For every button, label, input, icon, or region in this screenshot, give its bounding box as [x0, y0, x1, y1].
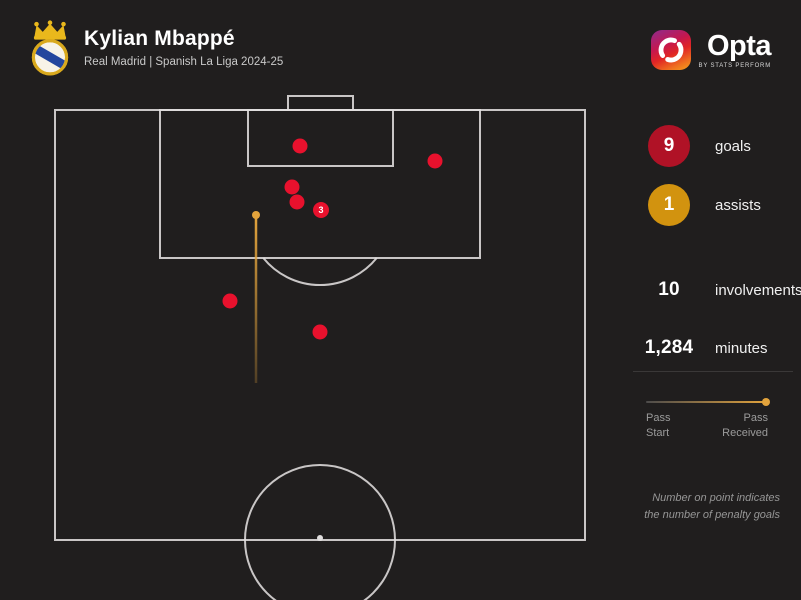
stat-row-goals: 9 goals — [630, 124, 801, 168]
centre-spot — [317, 535, 323, 541]
legend-pass-start-label: Pass Start — [646, 412, 671, 439]
centre-circle — [244, 464, 396, 600]
pass-legend: Pass Start Pass Received — [646, 398, 770, 441]
goals-value: 9 — [663, 135, 675, 156]
six-yard-box — [247, 109, 394, 167]
pass-legend-line — [646, 398, 770, 406]
pass-received-dot-icon — [762, 398, 770, 406]
goal-dots-layer: 3 — [222, 138, 443, 340]
legend-pass-received-label: Pass Received — [722, 412, 768, 439]
stats-panel: 9 goals 1 assists 10 involvements 1,284 — [630, 124, 801, 363]
goal-dot — [284, 179, 300, 195]
involvements-value: 10 — [658, 279, 680, 300]
goal-dot — [292, 138, 308, 154]
goal-dot — [312, 324, 328, 340]
penalty-area — [159, 109, 481, 259]
assists-badge: 1 — [648, 184, 690, 226]
minutes-value: 1,284 — [644, 337, 694, 358]
real-madrid-crest-icon — [26, 20, 74, 81]
opta-logo-icon — [650, 30, 691, 70]
assists-value: 1 — [663, 194, 675, 215]
page-title: Kylian Mbappé — [84, 27, 235, 50]
stat-row-involvements: 10 involvements — [630, 275, 801, 305]
goal-dot — [427, 153, 443, 169]
minutes-label: minutes — [715, 339, 768, 357]
penalty-count-label: 3 — [318, 205, 323, 215]
penalty-footnote: Number on point indicates the number of … — [644, 492, 780, 521]
stat-row-assists: 1 assists — [630, 183, 801, 227]
page-subtitle: Real Madrid | Spanish La Liga 2024-25 — [84, 56, 284, 68]
goals-label: goals — [715, 137, 751, 155]
opta-tagline: BY STATS PERFORM — [698, 63, 771, 69]
opta-wordmark: Opta — [706, 30, 772, 62]
panel-divider — [633, 371, 793, 372]
goal-dot — [222, 293, 238, 309]
pitch-lines — [54, 95, 586, 600]
penalty-arc — [262, 257, 378, 286]
goal-dot — [313, 202, 329, 218]
involvements-label: involvements — [715, 281, 801, 299]
assists-label: assists — [715, 196, 761, 214]
goal-frame — [287, 95, 354, 111]
opta-brand: Opta BY STATS PERFORM — [650, 30, 772, 70]
stat-row-minutes: 1,284 minutes — [630, 333, 801, 363]
goals-badge: 9 — [648, 125, 690, 167]
assist-passes-layer — [252, 211, 260, 383]
header: Kylian Mbappé Real Madrid | Spanish La L… — [84, 27, 283, 68]
goal-dot — [289, 194, 305, 210]
pass-received-dot — [252, 211, 260, 219]
